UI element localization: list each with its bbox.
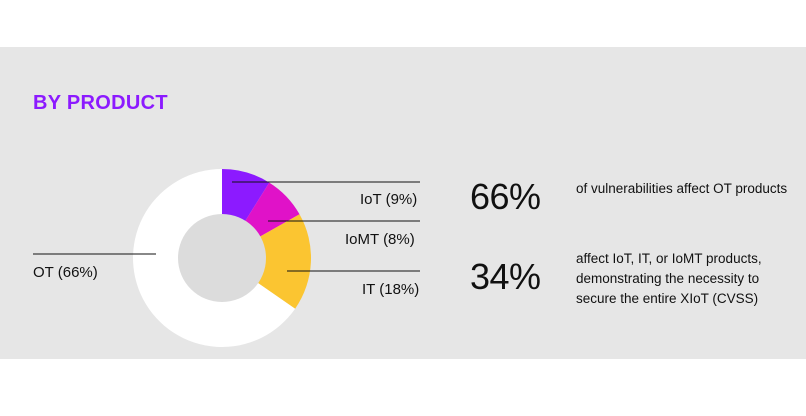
donut-hole [178, 214, 266, 302]
section-title: BY PRODUCT [33, 92, 168, 114]
slice-label-it: IT (18%) [362, 281, 420, 298]
content-panel [0, 47, 806, 359]
slice-label-iomt: IoMT (8%) [345, 231, 415, 248]
stat-value-ot: 66% [470, 176, 541, 217]
stat-text-ot: of vulnerabilities affect OT products [576, 181, 788, 196]
slice-label-iot: IoT (9%) [360, 191, 418, 208]
stat-value-non-ot: 34% [470, 256, 541, 297]
stat-text-non-ot: affect IoT, IT, or IoMT products, demons… [576, 251, 762, 306]
slice-label-ot: OT (66%) [33, 264, 98, 281]
donut-slice-it [222, 214, 311, 309]
